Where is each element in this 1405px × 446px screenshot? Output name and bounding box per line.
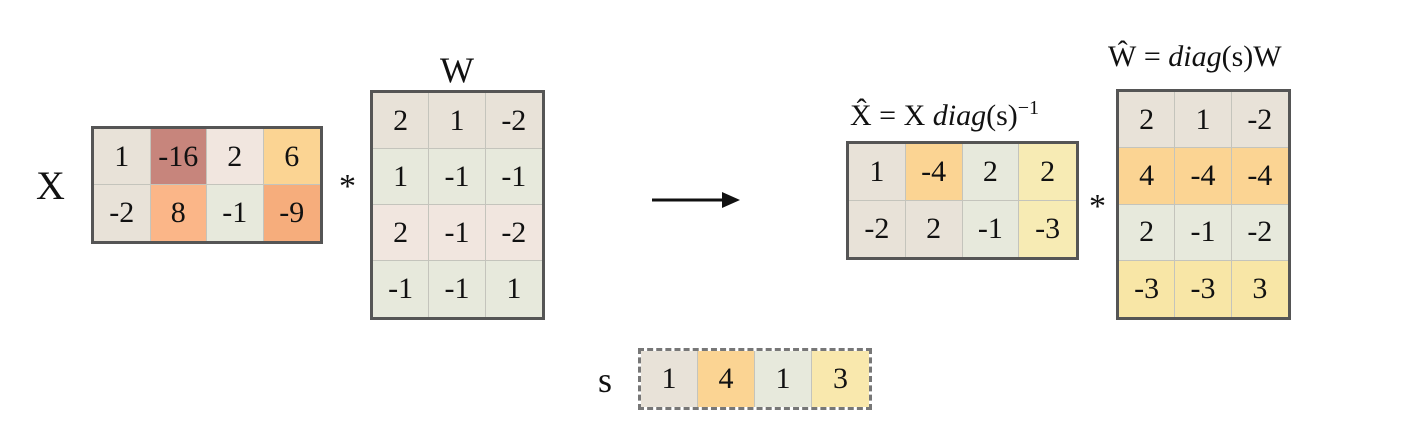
what-label-pre: Ŵ = (1108, 40, 1169, 73)
w-label: W (440, 50, 474, 90)
w-matrix: 2 1 -2 1 -1 -1 2 -1 -2 -1 -1 1 (370, 90, 545, 320)
what-matrix-cell: -3 (1119, 260, 1176, 317)
w-matrix-cell: 1 (429, 93, 486, 149)
x-matrix-cell: 2 (207, 129, 264, 185)
s-vector-cell: 4 (698, 351, 755, 407)
xhat-matrix-cell: -4 (905, 144, 963, 201)
w-matrix-cell: -1 (373, 261, 430, 317)
x-matrix: 1 -16 2 6 -2 8 -1 -9 (91, 126, 323, 244)
x-matrix-cell: -1 (207, 185, 264, 241)
xhat-matrix-cell: -3 (1019, 200, 1076, 257)
x-matrix-cell: 6 (263, 129, 320, 185)
x-matrix-cell: -2 (94, 185, 151, 241)
what-matrix-cell: 2 (1119, 92, 1176, 149)
w-matrix-cell: -1 (429, 149, 486, 205)
s-label: s (598, 360, 613, 400)
what-label-post: (s)W (1221, 40, 1282, 73)
x-matrix-cell: 8 (150, 185, 207, 241)
xhat-matrix-cell: -2 (849, 200, 906, 257)
w-matrix-cell: 1 (485, 261, 542, 317)
x-matrix-cell: -16 (150, 129, 207, 185)
xhat-matrix-cell: 2 (1019, 144, 1076, 201)
what-matrix-cell: -4 (1175, 148, 1232, 205)
xhat-label: X̂ = X diag(s)−1 (850, 98, 1039, 131)
xhat-matrix-cell: 2 (962, 144, 1020, 201)
what-label-italic: diag (1168, 40, 1222, 73)
what-matrix-cell: 3 (1231, 260, 1288, 317)
multiply-operator-1: * (339, 168, 356, 205)
what-matrix-cell: -1 (1175, 204, 1232, 261)
what-matrix-cell: -2 (1231, 204, 1288, 261)
what-label: Ŵ = diag(s)W (1108, 42, 1282, 72)
s-vector-cell: 1 (641, 351, 698, 407)
xhat-label-italic: diag (932, 99, 987, 132)
w-matrix-cell: 2 (373, 93, 430, 149)
xhat-label-post: (s) (986, 99, 1018, 132)
x-label: X (36, 163, 65, 208)
what-matrix-cell: 2 (1119, 204, 1176, 261)
w-matrix-cell: -1 (429, 261, 486, 317)
xhat-matrix-cell: -1 (962, 200, 1020, 257)
what-matrix-cell: -3 (1175, 260, 1232, 317)
w-matrix-cell: -1 (429, 205, 486, 261)
w-matrix-cell: 1 (373, 149, 430, 205)
what-matrix-cell: -2 (1231, 92, 1288, 149)
xhat-label-sup: −1 (1017, 97, 1040, 119)
s-vector-cell: 3 (812, 351, 869, 407)
multiply-operator-2: * (1089, 188, 1106, 225)
what-matrix-cell: -4 (1231, 148, 1288, 205)
xhat-matrix: 1 -4 2 2 -2 2 -1 -3 (846, 141, 1079, 260)
what-matrix: 2 1 -2 4 -4 -4 2 -1 -2 -3 -3 3 (1116, 89, 1291, 320)
w-matrix-cell: -2 (485, 205, 542, 261)
w-matrix-cell: 2 (373, 205, 430, 261)
w-matrix-cell: -2 (485, 93, 542, 149)
s-vector-cell: 1 (755, 351, 812, 407)
what-matrix-cell: 1 (1175, 92, 1232, 149)
x-matrix-cell: 1 (94, 129, 151, 185)
xhat-label-pre: X̂ = X (850, 99, 933, 132)
w-matrix-cell: -1 (485, 149, 542, 205)
xhat-matrix-cell: 1 (849, 144, 906, 201)
x-matrix-cell: -9 (263, 185, 320, 241)
xhat-matrix-cell: 2 (905, 200, 963, 257)
what-matrix-cell: 4 (1119, 148, 1176, 205)
transform-arrow-icon (652, 188, 740, 212)
